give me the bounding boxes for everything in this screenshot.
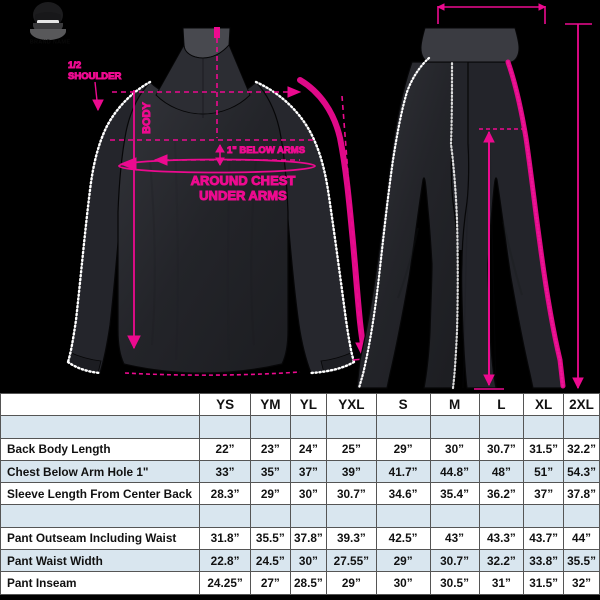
svg-text:UNDER ARMS: UNDER ARMS bbox=[199, 188, 287, 203]
svg-text:BRAND NAME: BRAND NAME bbox=[30, 40, 71, 46]
svg-text:1/2: 1/2 bbox=[68, 60, 81, 71]
svg-text:BODY: BODY bbox=[141, 101, 153, 133]
svg-text:AROUND CHEST: AROUND CHEST bbox=[191, 173, 296, 188]
svg-text:1" BELOW ARMS: 1" BELOW ARMS bbox=[227, 145, 305, 156]
svg-text:SHOULDER: SHOULDER bbox=[68, 71, 121, 82]
